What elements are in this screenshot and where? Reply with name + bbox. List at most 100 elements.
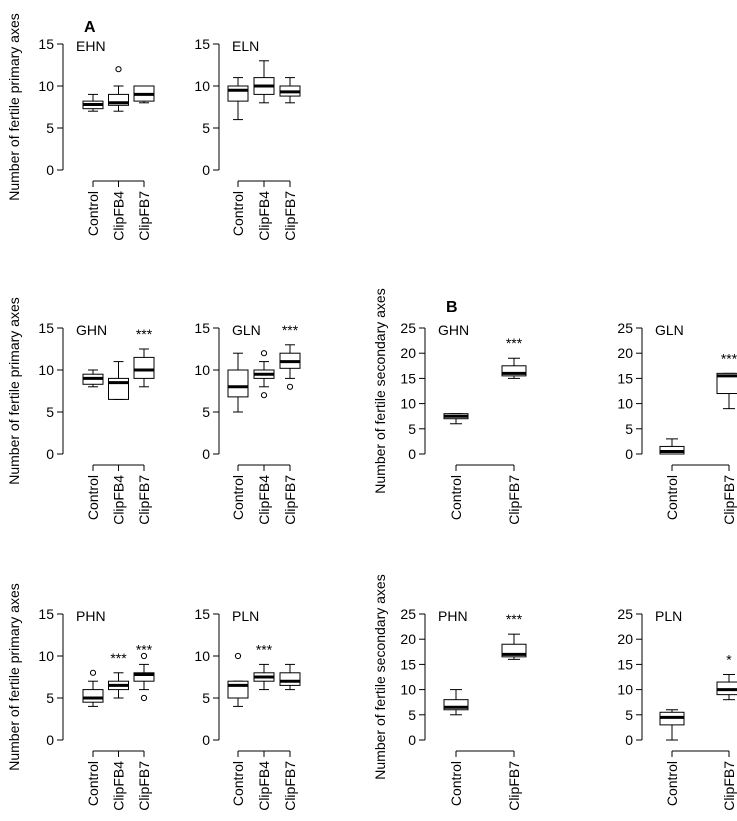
y-tick-label: 25 [400,320,416,336]
y-tick-label: 15 [617,370,633,386]
outlier-point [234,652,242,660]
y-tick-label: 5 [202,690,210,706]
box-clipfb7 [279,663,301,691]
y-tick-label: 10 [617,682,633,698]
box-control [443,413,469,425]
box-control [443,689,469,716]
x-category-label: Control [230,191,246,236]
y-tick-label: 15 [38,320,54,336]
y-tick-label: 10 [38,362,54,378]
y-tick-label: 10 [38,648,54,664]
box-clipfb7: *** [133,641,155,702]
box-iqr [227,369,249,398]
y-tick-label: 0 [202,162,210,178]
box-control [82,669,104,707]
box-plot-panels: 0 5 10 15 Number of fertile primary axes EHN C… [6,13,737,811]
x-category-label: ClipFB4 [111,475,127,525]
x-category-label: ClipFB4 [256,761,272,811]
x-category-label: ClipFB7 [282,761,298,811]
y-tick-label: 5 [625,707,633,723]
x-category-label: Control [85,191,101,236]
y-tick-label: 15 [38,606,54,622]
significance-marker: *** [721,350,737,366]
panel-label: PLN [232,608,259,624]
y-tick-label: 0 [46,446,54,462]
y-tick-label: 15 [38,36,54,52]
x-category-label: ClipFB7 [282,475,298,525]
y-tick-label: 5 [46,404,54,420]
box-clipfb7: *** [716,350,737,410]
outlier-point [260,392,268,399]
outlier-point [260,350,268,357]
box-clipfb7: *** [501,335,527,379]
y-tick-label: 0 [46,732,54,748]
significance-marker: *** [282,322,299,338]
y-tick-label: 10 [194,648,210,664]
y-tick-label: 20 [400,631,416,647]
x-category-label: ClipFB7 [721,761,737,811]
y-tick-label: 10 [38,78,54,94]
y-axis-title: Number of fertile primary axes [6,297,22,485]
y-tick-label: 0 [625,446,633,462]
section-b-label: B [446,299,458,316]
box-iqr [82,689,104,703]
y-tick-label: 0 [408,732,416,748]
significance-marker: *** [136,326,153,342]
x-category-label: ClipFB4 [256,475,272,525]
y-axis-title: Number of fertile secondary axes [372,288,388,493]
x-category-label: Control [664,475,680,520]
panel-label: EHN [76,38,106,54]
box-clipfb7: *** [279,322,301,390]
y-axis-title: Number of fertile primary axes [6,583,22,771]
y-tick-label: 10 [400,396,416,412]
y-tick-label: 5 [202,404,210,420]
significance-marker: *** [110,650,127,666]
box-clipfb4: *** [108,650,129,699]
y-tick-label: 20 [400,345,416,361]
outlier-point [140,652,148,660]
section-a-label: A [84,19,96,36]
box-control [659,438,685,455]
box-clipfb7 [279,77,301,104]
panel-label: PHN [438,608,468,624]
significance-marker: *** [136,641,153,657]
panel-label: PLN [655,608,682,624]
significance-marker: * [726,651,732,667]
x-category-label: Control [85,761,101,806]
x-category-label: ClipFB7 [721,475,737,525]
box-clipfb4 [253,60,275,104]
x-category-label: ClipFB4 [256,191,272,241]
y-tick-label: 5 [202,120,210,136]
box-iqr [108,93,129,106]
y-tick-label: 5 [408,707,416,723]
box-control [82,369,104,388]
y-tick-label: 15 [400,370,416,386]
outlier-point [89,669,97,676]
y-tick-label: 25 [617,606,633,622]
y-tick-label: 25 [400,606,416,622]
box-iqr [227,680,249,699]
box-control [227,352,249,413]
y-tick-label: 0 [625,732,633,748]
outlier-point [286,383,294,390]
box-clipfb4: *** [253,641,275,691]
panel-ehn: 0 5 10 15 Number of fertile primary axes EHN C… [6,13,155,241]
box-clipfb7: * [716,651,737,701]
x-category-label: Control [230,761,246,806]
panel-eln: 0 5 10 15 ELN Control ClipFB4 ClipFB7 [194,36,301,241]
x-category-label: ClipFB7 [136,475,152,525]
y-tick-label: 0 [408,446,416,462]
y-tick-label: 15 [194,606,210,622]
y-tick-label: 0 [202,732,210,748]
x-category-label: ClipFB4 [111,761,127,811]
y-axis-title: Number of fertile secondary axes [372,574,388,779]
x-category-label: Control [85,475,101,520]
panel-label: GHN [438,322,469,338]
y-tick-label: 20 [617,631,633,647]
y-tick-label: 25 [617,320,633,336]
outlier-point [140,694,148,702]
panel-label: GLN [655,322,684,338]
panel-pln: 0 5 10 15 20 25 PLN Control ClipFB7 * [617,606,737,811]
significance-marker: *** [256,641,273,657]
y-tick-label: 5 [408,421,416,437]
